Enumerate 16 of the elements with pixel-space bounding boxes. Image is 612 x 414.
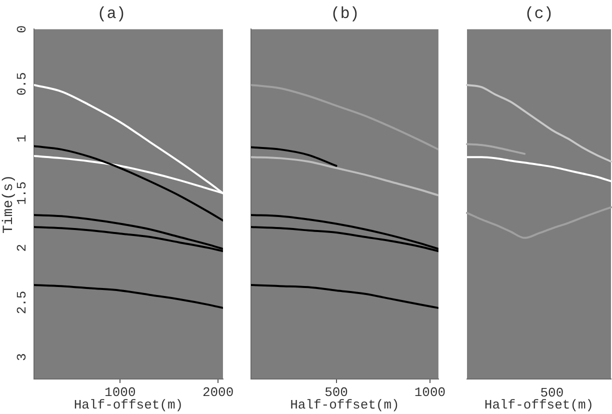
- y-tick-label: 1: [14, 134, 30, 142]
- y-tick-label: 3: [14, 353, 30, 362]
- y-tick-label: 2: [14, 244, 30, 252]
- x-tick-label: 1000: [104, 385, 136, 400]
- y-tick-label: 2.5: [14, 290, 30, 314]
- x-tick-label: 1000: [414, 385, 446, 400]
- x-axis-title: Half-offset(m): [290, 398, 400, 413]
- x-tick-label: 2000: [202, 385, 234, 400]
- chart-title: (c): [524, 4, 554, 23]
- chart-title: (b): [330, 4, 360, 23]
- chart-title: (a): [97, 4, 126, 23]
- x-tick-label: 500: [324, 385, 348, 400]
- x-axis-title: Half-offset(m): [74, 398, 184, 413]
- y-tick-label: 0.5: [14, 72, 30, 96]
- y-tick-label: 0: [14, 25, 30, 34]
- x-axis-title: Half-offset(m): [484, 398, 594, 413]
